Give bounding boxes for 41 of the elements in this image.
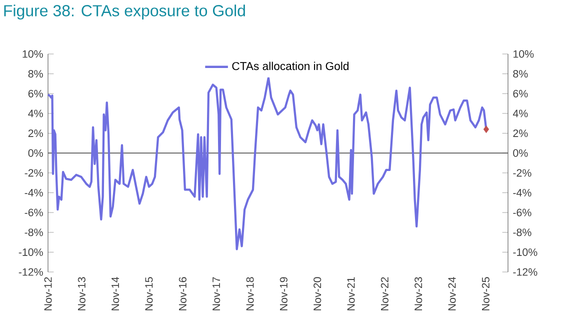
y-tick-label: 8%	[28, 70, 43, 78]
x-tick-label: Nov-17	[212, 277, 220, 310]
y-tick-label: -2%	[24, 169, 43, 177]
x-tick-label: Nov-25	[482, 277, 490, 310]
y-tick-label: 2%	[28, 130, 43, 138]
chart-title: Figure 38: CTAs exposure to Gold	[4, 4, 245, 20]
y2-tick-label: -10%	[513, 248, 538, 256]
x-tick-label: Nov-18	[246, 277, 254, 310]
y-tick-label: 4%	[28, 110, 43, 118]
y2-tick-label: -8%	[513, 228, 532, 236]
y-tick-label: 10%	[22, 50, 43, 58]
y-tick-label: -8%	[24, 228, 43, 236]
y2-tick-label: 10%	[514, 50, 534, 58]
x-tick-label: Nov-13	[78, 277, 86, 310]
y2-tick-label: 0%	[513, 149, 528, 157]
x-tick-label: Nov-24	[448, 277, 456, 310]
y2-tick-label: -2%	[513, 169, 532, 177]
y2-tick-label: 2%	[513, 130, 528, 138]
x-tick-label: Nov-22	[380, 277, 388, 310]
y2-tick-label: 8%	[513, 70, 528, 78]
y-tick-label: -4%	[24, 188, 43, 196]
x-tick-label: Nov-15	[145, 277, 153, 310]
x-tick-label: Nov-21	[347, 277, 355, 310]
x-tick-label: Nov-19	[280, 277, 288, 310]
y-tick-label: -10%	[18, 248, 43, 256]
legend-label: CTAs allocation in Gold	[232, 62, 348, 70]
line-series	[46, 76, 488, 250]
y2-tick-label: 4%	[512, 110, 528, 118]
y2-tick-label: 6%	[513, 90, 528, 98]
x-tick-label: Nov-14	[112, 277, 120, 310]
x-tick-label: Nov-23	[414, 277, 422, 310]
x-tick-label: Nov-16	[178, 277, 186, 310]
y2-tick-label: -12%	[513, 268, 538, 276]
y-tick-label: -6%	[24, 208, 43, 216]
y-tick-label: 6%	[28, 90, 43, 98]
y-tick-label: -12%	[18, 268, 43, 276]
x-tick-label: Nov-20	[314, 277, 322, 310]
x-tick-label: Nov-12	[44, 277, 52, 310]
y-tick-label: 0%	[28, 149, 43, 157]
y2-tick-label: -4%	[513, 188, 532, 196]
y2-tick-label: -6%	[513, 208, 532, 216]
